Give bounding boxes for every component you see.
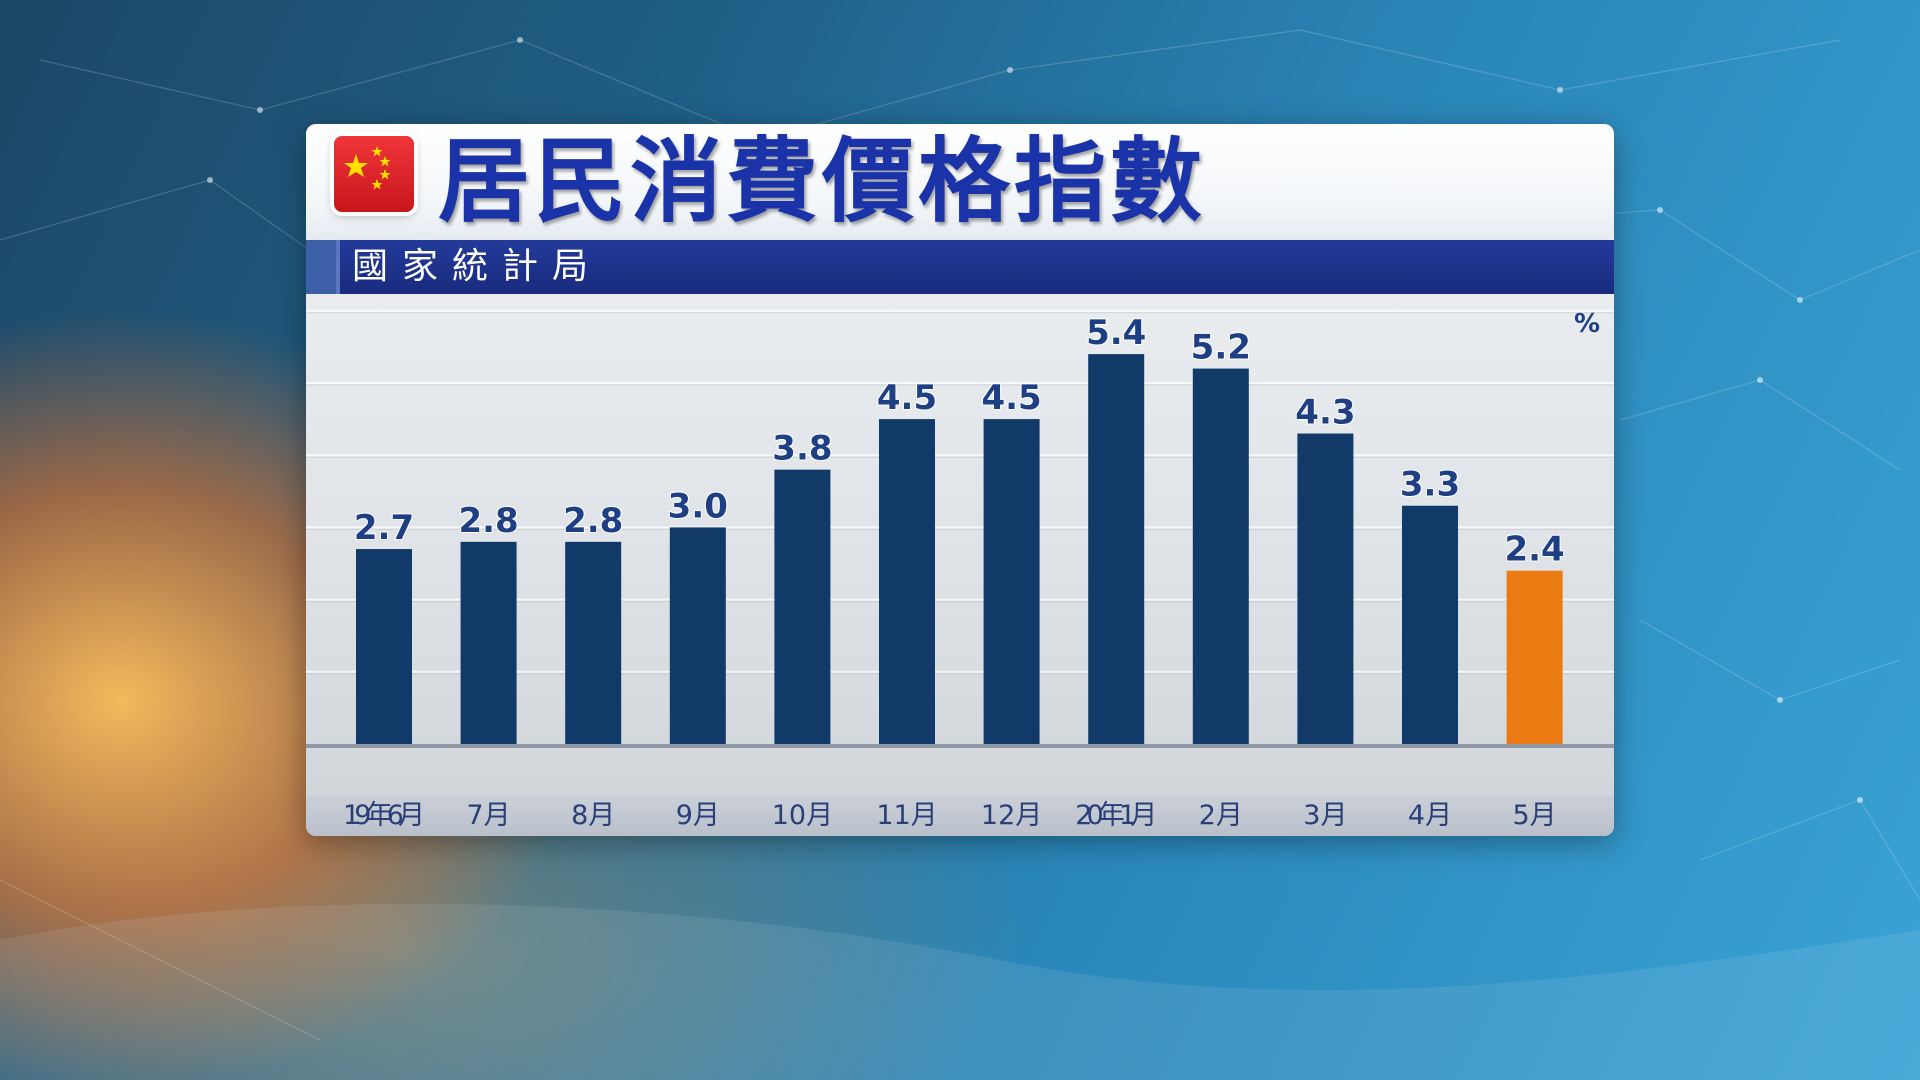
bar-value-label: 2.8 xyxy=(458,501,518,541)
bar xyxy=(879,419,935,744)
x-tick-label: 5月 xyxy=(1513,800,1557,831)
x-tick-label: 9月 xyxy=(676,800,720,831)
x-tick-label: 19年6月 xyxy=(343,800,425,831)
x-tick-label: 7月 xyxy=(467,800,511,831)
chart-area: % 2.7 19年6月 2.8 7月 2.8 8月 3.0 9月 3.8 10月 4.5 11月 4.5 1… xyxy=(306,294,1614,836)
china-flag-icon xyxy=(334,136,414,212)
source-bar: 國家統計局 xyxy=(306,240,1614,294)
bar-chart: % 2.7 19年6月 2.8 7月 2.8 8月 3.0 9月 3.8 10月 4.5 11月 4.5 1… xyxy=(306,309,1614,831)
bar xyxy=(1297,433,1354,744)
x-tick-label: 4月 xyxy=(1408,800,1452,831)
bar xyxy=(1088,354,1145,744)
bar-value-label: 3.3 xyxy=(1400,465,1460,505)
bar xyxy=(1506,570,1563,744)
bar xyxy=(669,527,726,744)
x-tick-label: 12月 xyxy=(981,800,1042,831)
source-bar-accent xyxy=(306,240,340,294)
bar xyxy=(1402,505,1458,744)
x-tick-label: 3月 xyxy=(1303,800,1347,831)
bar-value-label: 4.5 xyxy=(877,378,937,418)
bar-value-label: 4.3 xyxy=(1295,393,1355,433)
bar-value-label: 3.0 xyxy=(668,486,728,526)
bar xyxy=(1192,368,1249,744)
x-axis-strip xyxy=(306,796,1614,836)
bar-value-label: 5.2 xyxy=(1191,328,1251,368)
unit-label: % xyxy=(1574,309,1600,339)
bar xyxy=(460,541,517,744)
bar xyxy=(774,469,831,744)
source-label: 國家統計局 xyxy=(352,246,603,287)
chart-panel: 居民消費價格指數 國家統計局 % 2.7 19年6月 2.8 7月 2.8 8月 3.0 9月 3… xyxy=(306,124,1614,836)
x-tick-label: 8月 xyxy=(571,800,615,831)
bar xyxy=(565,541,622,744)
bar-value-label: 5.4 xyxy=(1086,313,1146,353)
bar-value-label: 2.7 xyxy=(354,508,414,548)
gridlines xyxy=(306,309,1614,675)
bar xyxy=(983,419,1040,744)
chart-title: 居民消費價格指數 xyxy=(438,128,1207,235)
chart-header: 居民消費價格指數 xyxy=(306,124,1614,240)
bar-value-label: 2.4 xyxy=(1504,530,1564,570)
x-tick-label: 2月 xyxy=(1199,800,1243,831)
bar xyxy=(356,549,412,744)
bar-value-label: 3.8 xyxy=(772,429,832,469)
x-tick-label: 11月 xyxy=(876,800,937,831)
x-tick-label: 20年1月 xyxy=(1075,800,1157,831)
x-tick-label: 10月 xyxy=(772,800,833,831)
bar-value-label: 2.8 xyxy=(563,501,623,541)
bar-value-label: 4.5 xyxy=(981,378,1041,418)
